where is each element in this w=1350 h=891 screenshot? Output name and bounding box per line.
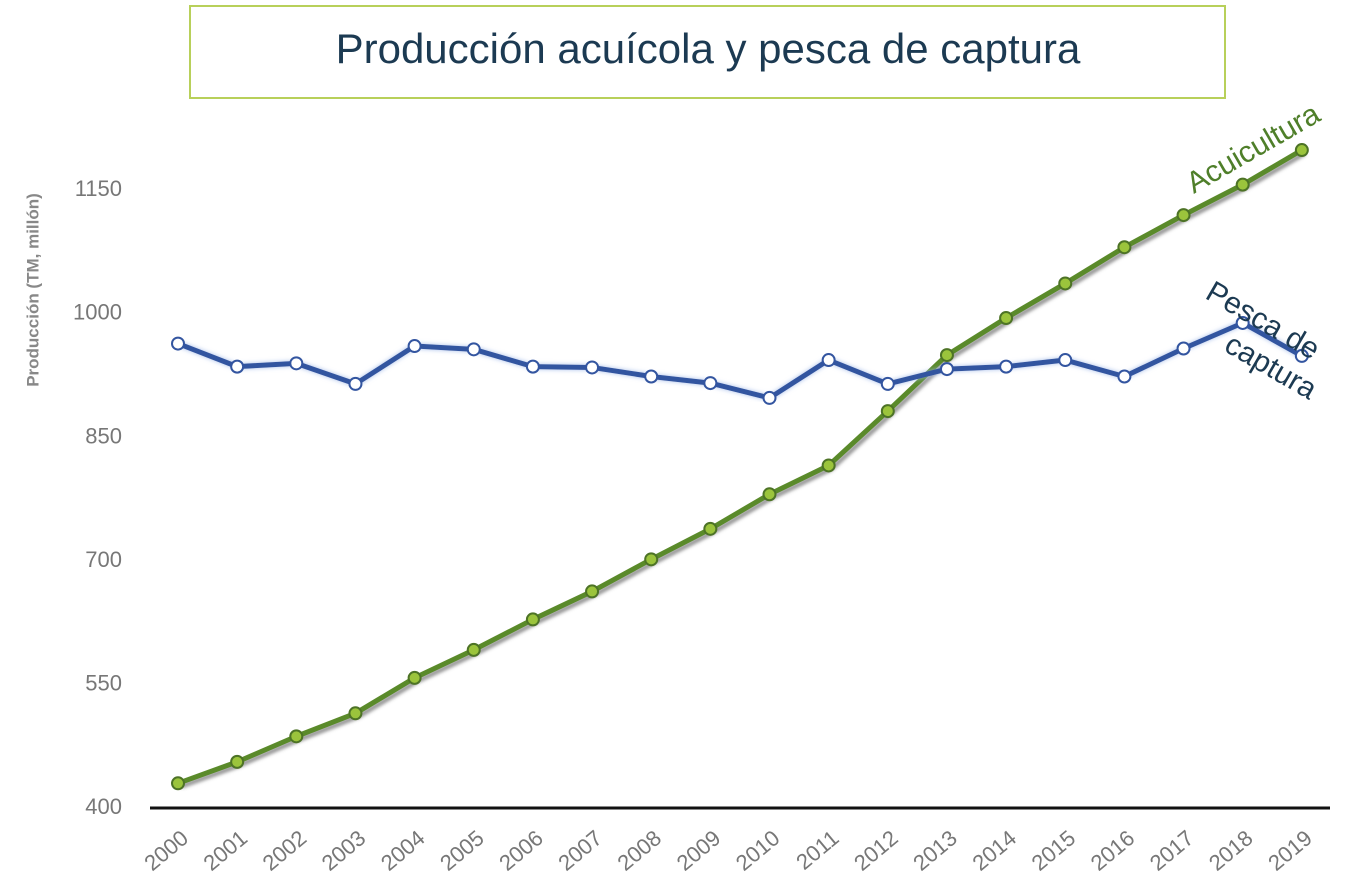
series-line	[177, 320, 1304, 401]
point	[1176, 208, 1191, 223]
point	[466, 342, 481, 357]
point	[880, 376, 895, 391]
chart-title: Producción acuícola y pesca de captura	[336, 25, 1081, 72]
point	[762, 390, 777, 405]
point	[230, 359, 245, 374]
x-tick-label: 2011	[791, 825, 843, 875]
point	[999, 359, 1014, 374]
x-tick-label: 2013	[908, 825, 962, 876]
y-tick-label: 400	[85, 794, 122, 819]
x-tick-label: 2018	[1204, 825, 1258, 876]
point	[939, 348, 954, 363]
point	[1294, 348, 1309, 363]
point	[585, 360, 600, 375]
point	[703, 376, 718, 391]
point	[230, 754, 245, 769]
point	[1235, 177, 1250, 192]
title-box	[189, 5, 1226, 99]
point	[525, 612, 540, 627]
x-tick-label: 2003	[317, 825, 371, 876]
x-tick-label: 2004	[376, 825, 430, 876]
point	[1176, 341, 1191, 356]
point	[644, 552, 659, 567]
x-tick-label: 2000	[139, 825, 193, 876]
x-tick-label: 2001	[199, 825, 253, 876]
x-tick-label: 2009	[672, 825, 726, 876]
x-tick-label: 2014	[967, 825, 1021, 876]
x-tick-label: 2015	[1027, 825, 1081, 876]
point	[703, 521, 718, 536]
y-tick-label: 1150	[75, 176, 122, 201]
y-tick-label: 1000	[73, 300, 122, 325]
y-tick-label: 850	[85, 423, 122, 448]
point	[1117, 369, 1132, 384]
point	[585, 584, 600, 599]
point	[466, 642, 481, 657]
point	[1117, 240, 1132, 255]
x-tick-label: 2016	[1086, 825, 1140, 876]
point	[1294, 143, 1309, 158]
point	[407, 670, 422, 685]
x-tick-label: 2010	[731, 825, 785, 876]
point	[289, 729, 304, 744]
point	[171, 336, 185, 351]
x-tick-label: 2006	[494, 825, 548, 876]
y-tick-label: 550	[85, 670, 122, 695]
point	[821, 458, 836, 473]
point	[821, 353, 836, 368]
y-tick-label: 700	[85, 547, 122, 572]
point	[939, 362, 954, 377]
point	[1058, 276, 1073, 291]
x-tick-label: 2019	[1263, 825, 1317, 876]
point	[348, 706, 363, 721]
point	[880, 404, 895, 419]
series-line	[177, 147, 1304, 786]
x-tick-label: 2007	[553, 825, 607, 876]
point	[407, 339, 422, 354]
point	[999, 311, 1014, 326]
x-tick-label: 2008	[613, 825, 667, 876]
y-axis-label: Producción (TM, millón)	[23, 193, 42, 387]
x-tick-label: 2005	[435, 825, 489, 876]
point	[289, 356, 304, 371]
point	[762, 487, 777, 502]
x-tick-label: 2017	[1145, 825, 1199, 876]
point	[644, 369, 659, 384]
x-tick-label: 2002	[258, 825, 312, 876]
point	[348, 376, 363, 391]
x-tick-label: 2012	[849, 825, 903, 876]
point	[1058, 353, 1073, 368]
point	[525, 359, 540, 374]
point	[171, 776, 185, 791]
point	[1235, 315, 1250, 330]
